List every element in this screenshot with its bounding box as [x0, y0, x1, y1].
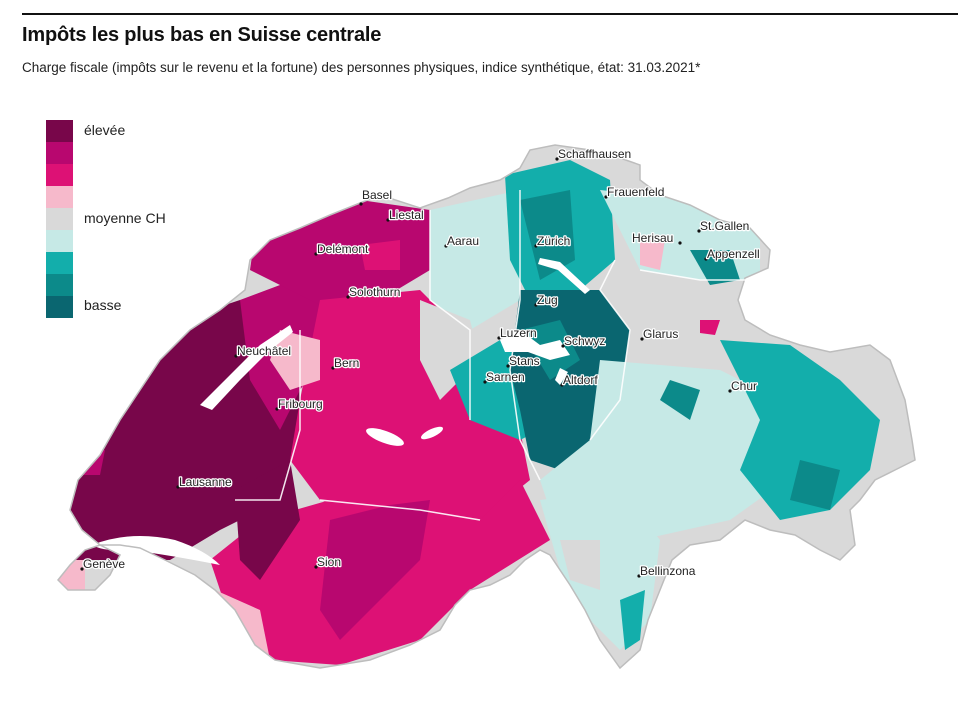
- city-dot-chur: [728, 389, 732, 393]
- city-dot-glarus: [640, 337, 644, 341]
- city-label-zug: Zug: [537, 293, 558, 307]
- city-dot-bellinzona: [637, 574, 641, 578]
- city-dot-stans: [506, 364, 510, 368]
- city-dot-geneve: [80, 567, 84, 571]
- city-dot-aarau: [444, 244, 448, 248]
- lake-neuchatel: [200, 325, 293, 410]
- city-label-delemont: Delémont: [317, 242, 369, 256]
- city-dot-bern: [331, 366, 335, 370]
- city-label-liestal: Liestal: [389, 208, 424, 222]
- lake-uri: [555, 368, 568, 385]
- legend-swatch-7: [46, 252, 73, 274]
- city-dot-liestal: [386, 218, 390, 222]
- city-label-altdorf: Altdorf: [563, 373, 598, 387]
- legend-swatch-1: [46, 120, 73, 142]
- city-label-bellinzona: Bellinzona: [640, 564, 696, 578]
- city-label-glarus: Glarus: [643, 327, 678, 341]
- city-label-sion: Sion: [317, 555, 341, 569]
- city-dot-sarnen: [483, 380, 487, 384]
- lake-geneva: [92, 536, 220, 565]
- city-label-neuchatel: Neuchâtel: [237, 344, 291, 358]
- lake-zurich: [538, 258, 590, 294]
- city-dot-zug: [534, 303, 538, 307]
- city-label-luzern: Luzern: [500, 326, 537, 340]
- legend-swatch-5: [46, 208, 73, 230]
- city-dot-basel: [359, 202, 363, 206]
- city-dot-schaffhausen: [555, 157, 559, 161]
- city-label-appenzell: Appenzell: [707, 247, 760, 261]
- city-dot-appenzell: [704, 257, 708, 261]
- legend-swatch-9: [46, 296, 73, 318]
- city-dot-frauenfeld: [604, 195, 608, 199]
- city-dot-neuchatel: [234, 354, 238, 358]
- legend-label-mid: moyenne CH: [84, 210, 166, 226]
- city-label-herisau: Herisau: [632, 231, 673, 245]
- city-label-basel: Basel: [362, 188, 392, 202]
- city-dot-altdorf: [560, 383, 564, 387]
- city-label-lausanne: Lausanne: [179, 475, 232, 489]
- city-dot-zurich: [534, 244, 538, 248]
- city-label-schaffhausen: Schaffhausen: [558, 147, 631, 161]
- city-dot-lausanne: [176, 485, 180, 489]
- city-dot-delemont: [314, 252, 318, 256]
- city-dot-schwyz: [561, 344, 565, 348]
- city-dot-solothurn: [346, 295, 350, 299]
- lake-brienz: [420, 426, 444, 440]
- city-label-zurich: Zürich: [537, 234, 570, 248]
- lake-thun: [366, 428, 404, 446]
- city-markers: Basel Liestal Delémont Solothurn Aarau Z…: [80, 146, 761, 579]
- city-dot-fribourg: [275, 407, 279, 411]
- legend-swatch-6: [46, 230, 73, 252]
- chart-title: Impôts les plus bas en Suisse centrale: [22, 24, 382, 46]
- legend-swatch-3: [46, 164, 73, 186]
- lake-lucerne: [500, 330, 570, 360]
- city-label-stans: Stans: [509, 354, 540, 368]
- legend-swatch-4: [46, 186, 73, 208]
- city-dot-herisau: [678, 241, 682, 245]
- city-dot-luzern: [497, 336, 501, 340]
- city-dot-stgallen: [697, 229, 701, 233]
- chart-subtitle: Charge fiscale (impôts sur le revenu et …: [22, 60, 701, 75]
- legend-label-low: basse: [84, 297, 122, 313]
- city-label-fribourg: Fribourg: [278, 397, 323, 411]
- city-dot-sion: [314, 565, 318, 569]
- legend-label-high: élevée: [84, 122, 126, 138]
- city-label-chur: Chur: [731, 379, 757, 393]
- city-label-frauenfeld: Frauenfeld: [607, 185, 664, 199]
- legend-swatch-2: [46, 142, 73, 164]
- city-label-solothurn: Solothurn: [349, 285, 400, 299]
- city-label-geneve: Genève: [83, 557, 125, 571]
- city-label-stgallen: St.Gallen: [700, 219, 749, 233]
- city-label-schwyz: Schwyz: [564, 334, 605, 348]
- city-label-sarnen: Sarnen: [486, 370, 525, 384]
- city-label-bern: Bern: [334, 356, 359, 370]
- legend-swatch-8: [46, 274, 73, 296]
- city-label-aarau: Aarau: [447, 234, 479, 248]
- top-rule: [22, 13, 958, 15]
